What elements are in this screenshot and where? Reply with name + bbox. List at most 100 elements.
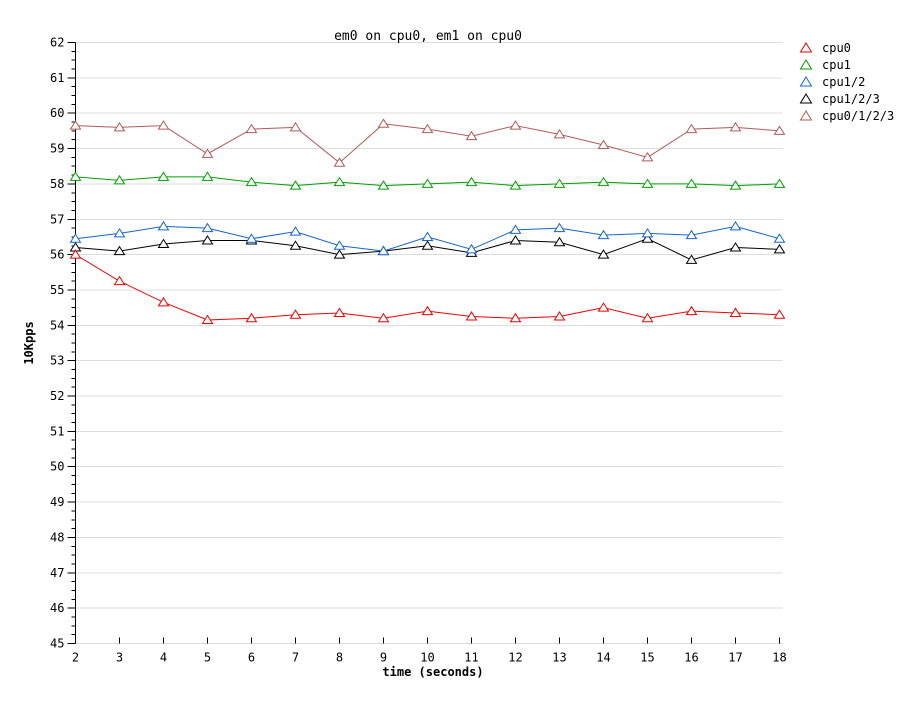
data-marker-cpu1-2-3 — [113, 245, 126, 256]
legend-marker-cpu1 — [799, 59, 813, 70]
x-tick-label: 13 — [552, 651, 566, 665]
data-marker-cpu1-2 — [333, 240, 346, 250]
data-marker-cpu0-1-2-3 — [465, 130, 478, 141]
x-tick-label: 7 — [292, 651, 299, 665]
x-tick-label: 2 — [72, 651, 79, 665]
data-marker-cpu1 — [421, 178, 434, 188]
data-marker-cpu0-1-2-3 — [509, 120, 522, 130]
data-marker-cpu0-1-2-3 — [421, 123, 434, 134]
data-marker-cpu1-2-3 — [597, 249, 610, 259]
y-tick-label: 48 — [50, 530, 64, 544]
data-marker-cpu0 — [113, 275, 126, 286]
data-marker-cpu0 — [553, 311, 566, 321]
data-marker-cpu0-1-2-3 — [157, 120, 170, 130]
x-tick-label: 5 — [204, 651, 211, 665]
data-marker-cpu1-2 — [465, 243, 478, 254]
y-tick-label: 51 — [50, 424, 64, 438]
data-marker-cpu1 — [773, 178, 786, 188]
y-tick-label: 62 — [50, 36, 64, 50]
data-marker-cpu1-2-3 — [201, 235, 214, 245]
legend-label: cpu0/1/2/3 — [822, 109, 894, 123]
legend-item: cpu1 — [799, 58, 851, 72]
data-marker-cpu1-2 — [509, 224, 522, 234]
data-marker-cpu1-2-3 — [641, 233, 654, 243]
legend-marker-cpu1-2-3 — [799, 93, 813, 104]
data-marker-cpu1-2 — [289, 226, 302, 236]
y-tick-label: 54 — [50, 318, 64, 332]
data-marker-cpu0-1-2-3 — [201, 148, 214, 158]
y-tick-label: 60 — [50, 106, 64, 120]
data-marker-cpu1 — [377, 180, 390, 190]
data-marker-cpu0 — [377, 312, 390, 323]
data-marker-cpu1-2 — [773, 233, 786, 243]
data-marker-cpu1-2 — [69, 233, 82, 243]
data-marker-cpu1 — [465, 176, 478, 187]
data-marker-cpu0 — [465, 311, 478, 321]
y-tick-label: 55 — [50, 283, 64, 297]
data-marker-cpu1-2-3 — [773, 243, 786, 254]
data-marker-cpu1-2-3 — [553, 236, 566, 247]
legend-item: cpu1/2/3 — [799, 92, 880, 106]
data-marker-cpu1 — [509, 180, 522, 190]
data-marker-cpu0 — [729, 307, 742, 317]
data-marker-cpu0-1-2-3 — [641, 151, 654, 162]
legend-marker-cpu0 — [799, 42, 813, 53]
data-marker-cpu0 — [201, 314, 214, 325]
legend: cpu0 cpu1 cpu1/2 cpu1/2/3 cpu0/1/2/3 — [799, 41, 894, 123]
data-marker-cpu1-2 — [201, 222, 214, 233]
data-marker-cpu0 — [245, 312, 258, 323]
data-marker-cpu0-1-2-3 — [553, 128, 566, 139]
data-marker-cpu1 — [245, 176, 258, 187]
legend-item: cpu0/1/2/3 — [799, 109, 894, 123]
data-marker-cpu0 — [289, 309, 302, 319]
data-marker-cpu1-2 — [113, 227, 126, 238]
data-marker-cpu0 — [157, 296, 170, 307]
y-tick-label: 58 — [50, 177, 64, 191]
legend-item: cpu0 — [799, 41, 851, 55]
legend-label: cpu1/2 — [822, 75, 865, 89]
data-marker-cpu1 — [641, 178, 654, 188]
x-tick-label: 12 — [508, 651, 522, 665]
data-marker-cpu0-1-2-3 — [289, 121, 302, 132]
data-marker-cpu0-1-2-3 — [69, 120, 82, 130]
data-marker-cpu1-2-3 — [421, 240, 434, 250]
x-tick-label: 9 — [380, 651, 387, 665]
legend-label: cpu1 — [822, 58, 851, 72]
y-tick-label: 47 — [50, 566, 64, 580]
legend-label: cpu0 — [822, 41, 851, 55]
data-marker-cpu0 — [333, 307, 346, 317]
data-marker-cpu0 — [685, 305, 698, 316]
x-tick-label: 15 — [640, 651, 654, 665]
x-tick-label: 10 — [420, 651, 434, 665]
data-marker-cpu0 — [69, 249, 82, 259]
legend-marker-cpu0-1-2-3 — [799, 110, 813, 121]
data-marker-cpu1-2 — [641, 227, 654, 238]
data-marker-cpu0-1-2-3 — [245, 123, 258, 134]
data-marker-cpu0-1-2-3 — [333, 157, 346, 167]
data-marker-cpu1 — [333, 176, 346, 187]
data-marker-cpu1 — [597, 176, 610, 187]
data-marker-cpu1-2 — [157, 220, 170, 231]
data-marker-cpu0-1-2-3 — [113, 121, 126, 132]
y-tick-label: 45 — [50, 637, 64, 651]
data-marker-cpu0-1-2-3 — [377, 118, 390, 128]
data-marker-cpu1-2-3 — [333, 249, 346, 259]
series-layer — [69, 118, 786, 325]
data-marker-cpu1-2 — [685, 229, 698, 240]
data-marker-cpu1 — [157, 171, 170, 181]
data-marker-cpu0-1-2-3 — [597, 139, 610, 150]
data-marker-cpu0 — [509, 312, 522, 323]
data-marker-cpu1-2-3 — [289, 240, 302, 250]
x-tick-label: 16 — [684, 651, 698, 665]
legend-marker-cpu1-2 — [799, 76, 813, 87]
data-marker-cpu1-2 — [377, 245, 390, 256]
y-tick-label: 61 — [50, 71, 64, 85]
data-marker-cpu0-1-2-3 — [773, 125, 786, 135]
x-tick-label: 18 — [772, 651, 786, 665]
data-marker-cpu1 — [685, 178, 698, 188]
chart-title: em0 on cpu0, em1 on cpu0 — [334, 29, 522, 44]
y-tick-label: 46 — [50, 601, 64, 615]
x-tick-label: 17 — [728, 651, 742, 665]
